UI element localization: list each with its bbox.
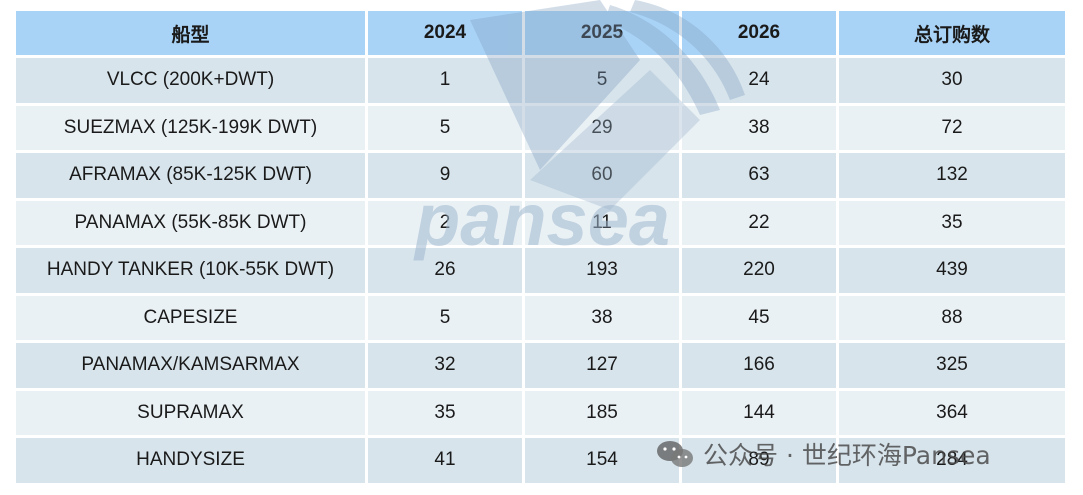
- column-header: 船型: [16, 11, 365, 55]
- table-cell: 24: [682, 58, 836, 103]
- table-cell: 38: [682, 105, 836, 150]
- table-row: PANAMAX/KAMSARMAX 32 127 166 325: [16, 343, 1065, 388]
- table-cell: 60: [525, 153, 679, 198]
- table-cell: 439: [839, 248, 1065, 293]
- table-cell: PANAMAX (55K-85K DWT): [16, 200, 365, 245]
- table-cell: 35: [839, 200, 1065, 245]
- header-row: 船型 2024 2025 2026 总订购数: [16, 11, 1065, 55]
- table-cell: 22: [682, 200, 836, 245]
- table-cell: 29: [525, 105, 679, 150]
- table-cell: HANDY TANKER (10K-55K DWT): [16, 248, 365, 293]
- table-cell: 127: [525, 343, 679, 388]
- table-cell: 220: [682, 248, 836, 293]
- table-cell: SUEZMAX (125K-199K DWT): [16, 105, 365, 150]
- table-cell: SUPRAMAX: [16, 390, 365, 435]
- table-cell: 185: [525, 390, 679, 435]
- table-cell: 1: [368, 58, 522, 103]
- table-row: SUEZMAX (125K-199K DWT) 5 29 38 72: [16, 105, 1065, 150]
- table-cell: 132: [839, 153, 1065, 198]
- table-cell: 154: [525, 438, 679, 483]
- table-cell: 89: [682, 438, 836, 483]
- column-header: 2024: [368, 11, 522, 55]
- table-cell: AFRAMAX (85K-125K DWT): [16, 153, 365, 198]
- wechat-caption: 公众号 · 世纪环海Pansea: [655, 436, 991, 472]
- table-cell: 5: [368, 105, 522, 150]
- table-row: AFRAMAX (85K-125K DWT) 9 60 63 132: [16, 153, 1065, 198]
- column-header: 2025: [525, 11, 679, 55]
- column-header: 2026: [682, 11, 836, 55]
- table-cell: 30: [839, 58, 1065, 103]
- table-cell: 63: [682, 153, 836, 198]
- data-table: 船型 2024 2025 2026 总订购数 VLCC (200K+DWT) 1…: [13, 8, 1068, 486]
- table-cell: CAPESIZE: [16, 295, 365, 340]
- column-header: 总订购数: [839, 11, 1065, 55]
- wechat-icon: [657, 441, 693, 467]
- table-row: CAPESIZE 5 38 45 88: [16, 295, 1065, 340]
- watermark-caption: 公众号 · 世纪环海Pansea: [703, 441, 991, 470]
- table-row: PANAMAX (55K-85K DWT) 2 11 22 35: [16, 200, 1065, 245]
- table-cell: HANDYSIZE: [16, 438, 365, 483]
- table-cell: 38: [525, 295, 679, 340]
- table-cell: 72: [839, 105, 1065, 150]
- table-cell: 35: [368, 390, 522, 435]
- table-row: HANDYSIZE 41 154 89 284: [16, 438, 1065, 483]
- table-body: VLCC (200K+DWT) 1 5 24 30 SUEZMAX (125K-…: [16, 58, 1065, 483]
- table-cell: 5: [368, 295, 522, 340]
- table-cell: 11: [525, 200, 679, 245]
- table-row: SUPRAMAX 35 185 144 364: [16, 390, 1065, 435]
- table-cell: 88: [839, 295, 1065, 340]
- table-cell: 193: [525, 248, 679, 293]
- table-cell: VLCC (200K+DWT): [16, 58, 365, 103]
- table-cell: 26: [368, 248, 522, 293]
- table-row: HANDY TANKER (10K-55K DWT) 26 193 220 43…: [16, 248, 1065, 293]
- table-cell: 166: [682, 343, 836, 388]
- table-cell: 284: [839, 438, 1065, 483]
- table-cell: 144: [682, 390, 836, 435]
- table-cell: 364: [839, 390, 1065, 435]
- table-cell: PANAMAX/KAMSARMAX: [16, 343, 365, 388]
- table-cell: 5: [525, 58, 679, 103]
- table-cell: 325: [839, 343, 1065, 388]
- table-cell: 2: [368, 200, 522, 245]
- table-cell: 41: [368, 438, 522, 483]
- table-row: VLCC (200K+DWT) 1 5 24 30: [16, 58, 1065, 103]
- table-cell: 45: [682, 295, 836, 340]
- table-cell: 9: [368, 153, 522, 198]
- table-cell: 32: [368, 343, 522, 388]
